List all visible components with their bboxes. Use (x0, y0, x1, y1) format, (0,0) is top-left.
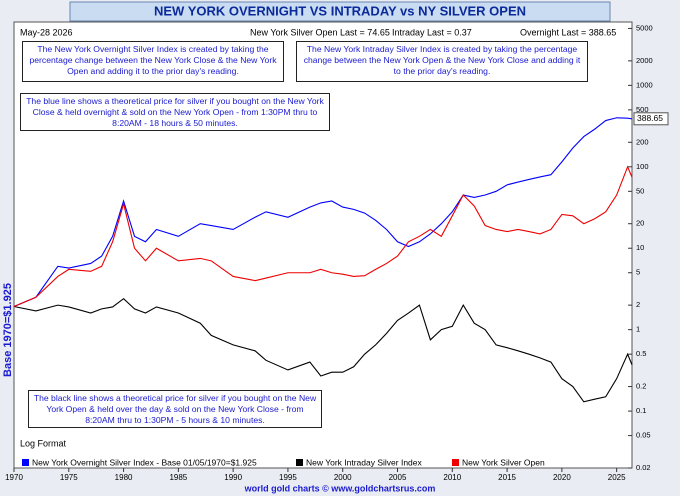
header-overnight: Overnight Last = 388.65 (520, 27, 616, 37)
y-tick-label: 0.1 (636, 406, 646, 415)
y-tick-label: 20 (636, 219, 644, 228)
legend-swatch (452, 459, 459, 466)
x-tick-label: 2015 (498, 473, 516, 482)
y-tick-label: 5000 (636, 23, 653, 32)
series-line (13, 297, 633, 403)
x-tick-label: 2000 (334, 473, 352, 482)
y-tick-label: 1000 (636, 80, 653, 89)
series-line (13, 117, 633, 307)
end-label-box (633, 112, 669, 126)
y-tick-label: 1 (636, 325, 640, 334)
header-open: New York Silver Open Last = 74.65 (250, 27, 390, 37)
legend-swatch (296, 459, 303, 466)
header-intraday: Intraday Last = 0.37 (392, 27, 472, 37)
y-tick-label: 200 (636, 137, 649, 146)
y-tick-label: 2000 (636, 56, 653, 65)
x-tick-label: 1985 (169, 473, 187, 482)
x-tick-label: 1975 (60, 473, 78, 482)
x-tick-label: 2020 (553, 473, 571, 482)
y-tick-label: 500 (636, 105, 649, 114)
legend-label: New York Intraday Silver Index (306, 457, 423, 467)
x-tick-label: 1990 (224, 473, 242, 482)
y-axis-label: Base 1970=$1.925 (2, 283, 14, 377)
y-tick-label: 5 (636, 268, 640, 277)
x-tick-label: 1970 (5, 473, 23, 482)
y-tick-label: 10 (636, 243, 644, 252)
note-blue: The blue line shows a theoretical price … (20, 93, 330, 131)
legend-swatch (22, 459, 29, 466)
x-tick-label: 2005 (389, 473, 407, 482)
title-bar (69, 1, 611, 22)
y-tick-label: 0.05 (636, 431, 651, 440)
x-tick-label: 2010 (443, 473, 461, 482)
footer: world gold charts © www.goldchartsrus.co… (244, 483, 436, 493)
y-tick-label: 100 (636, 162, 649, 171)
y-tick-label: 0.02 (636, 463, 651, 472)
x-tick-label: 2025 (608, 473, 626, 482)
note-intraday: The New York Intraday Silver Index is cr… (296, 41, 588, 82)
format-label: Log Format (20, 438, 67, 448)
y-tick-label: 2 (636, 300, 640, 309)
note-overnight: The New York Overnight Silver Index is c… (22, 41, 284, 82)
legend-label: New York Overnight Silver Index - Base 0… (32, 457, 257, 467)
legend-label: New York Silver Open (462, 457, 545, 467)
x-tick-label: 1980 (115, 473, 133, 482)
x-tick-label: 1995 (279, 473, 297, 482)
end-label: 388.65 (637, 113, 663, 123)
y-tick-label: 50 (636, 186, 644, 195)
chart-title: NEW YORK OVERNIGHT VS INTRADAY vs NY SIL… (154, 3, 526, 18)
y-tick-label: 0.5 (636, 349, 646, 358)
date: May-28 2026 (20, 27, 73, 37)
y-tick-label: 0.2 (636, 382, 646, 391)
note-black: The black line shows a theoretical price… (28, 390, 322, 428)
series-line (13, 165, 633, 307)
